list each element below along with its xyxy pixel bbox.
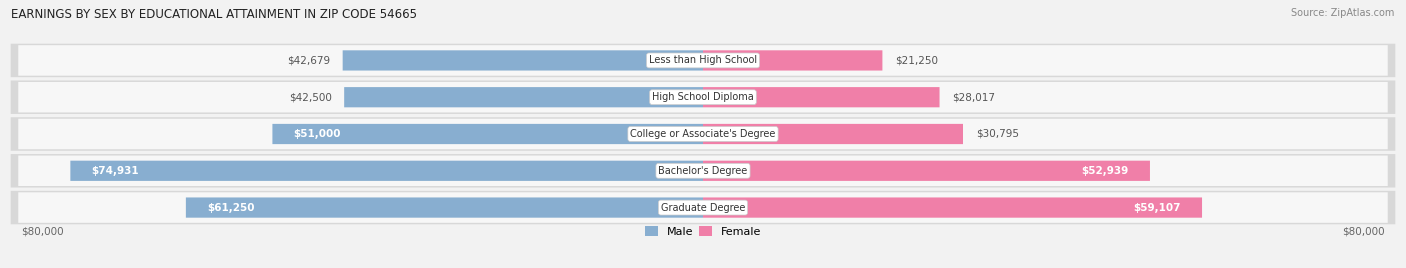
FancyBboxPatch shape (273, 124, 703, 144)
Text: $74,931: $74,931 (91, 166, 139, 176)
FancyBboxPatch shape (11, 80, 1395, 114)
FancyBboxPatch shape (703, 198, 1202, 218)
Text: $21,250: $21,250 (896, 55, 938, 65)
FancyBboxPatch shape (18, 82, 1388, 113)
FancyBboxPatch shape (18, 155, 1388, 186)
Text: $30,795: $30,795 (976, 129, 1019, 139)
FancyBboxPatch shape (11, 191, 1395, 224)
FancyBboxPatch shape (344, 87, 703, 107)
FancyBboxPatch shape (70, 161, 703, 181)
Text: $42,679: $42,679 (287, 55, 330, 65)
Text: $42,500: $42,500 (288, 92, 332, 102)
FancyBboxPatch shape (18, 192, 1388, 223)
Text: $61,250: $61,250 (207, 203, 254, 213)
FancyBboxPatch shape (18, 119, 1388, 149)
FancyBboxPatch shape (11, 44, 1395, 77)
FancyBboxPatch shape (703, 50, 883, 70)
Text: Source: ZipAtlas.com: Source: ZipAtlas.com (1291, 8, 1395, 18)
FancyBboxPatch shape (343, 50, 703, 70)
Text: EARNINGS BY SEX BY EDUCATIONAL ATTAINMENT IN ZIP CODE 54665: EARNINGS BY SEX BY EDUCATIONAL ATTAINMEN… (11, 8, 418, 21)
FancyBboxPatch shape (186, 198, 703, 218)
Text: $51,000: $51,000 (294, 129, 342, 139)
Text: $28,017: $28,017 (952, 92, 995, 102)
Text: $59,107: $59,107 (1133, 203, 1181, 213)
FancyBboxPatch shape (703, 124, 963, 144)
Legend: Male, Female: Male, Female (644, 226, 762, 237)
FancyBboxPatch shape (11, 117, 1395, 151)
Text: Graduate Degree: Graduate Degree (661, 203, 745, 213)
FancyBboxPatch shape (11, 154, 1395, 188)
Text: $80,000: $80,000 (21, 227, 63, 237)
FancyBboxPatch shape (703, 161, 1150, 181)
Text: Less than High School: Less than High School (650, 55, 756, 65)
FancyBboxPatch shape (18, 45, 1388, 76)
Text: College or Associate's Degree: College or Associate's Degree (630, 129, 776, 139)
Text: Bachelor's Degree: Bachelor's Degree (658, 166, 748, 176)
FancyBboxPatch shape (703, 87, 939, 107)
Text: $52,939: $52,939 (1081, 166, 1129, 176)
Text: High School Diploma: High School Diploma (652, 92, 754, 102)
Text: $80,000: $80,000 (1343, 227, 1385, 237)
